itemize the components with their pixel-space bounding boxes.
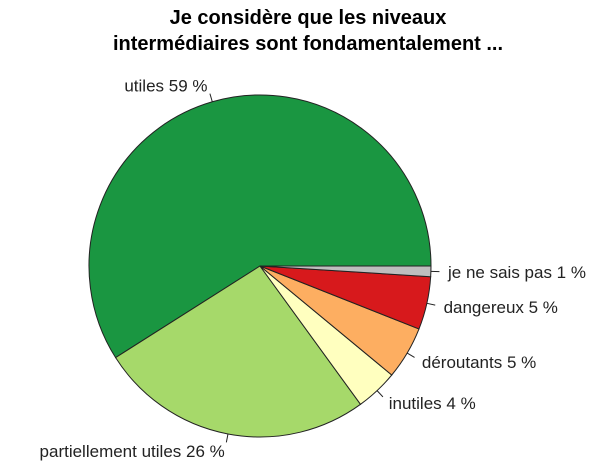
label-tick: [406, 352, 415, 358]
slice-label: partiellement utiles 26 %: [40, 442, 225, 461]
slice-label: utiles 59 %: [124, 76, 207, 95]
label-tick: [376, 390, 384, 398]
label-tick: [209, 93, 213, 102]
pie-slice: [114, 265, 362, 438]
label-tick: [225, 433, 229, 443]
chart-title-line-2: intermédiaires sont fondamentalement ...: [112, 33, 504, 55]
slice-label: inutiles 4 %: [389, 394, 476, 413]
slice-label: déroutants 5 %: [422, 353, 536, 372]
pie-slice: [88, 94, 432, 359]
label-tick: [426, 302, 436, 306]
slice-label: dangereux 5 %: [444, 298, 558, 317]
chart-title-line-1: Je considère que les niveaux: [169, 7, 447, 29]
slice-label: je ne sais pas 1 %: [447, 263, 586, 282]
